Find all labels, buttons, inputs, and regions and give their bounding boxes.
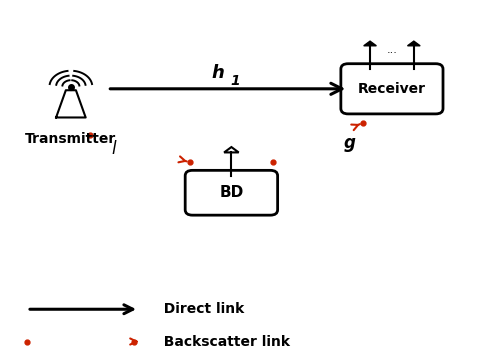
Text: Backscatter link: Backscatter link	[154, 335, 290, 348]
Polygon shape	[407, 41, 420, 46]
FancyBboxPatch shape	[185, 170, 277, 215]
Text: l: l	[111, 140, 116, 158]
Text: Transmitter: Transmitter	[25, 132, 117, 146]
Text: ···: ···	[387, 48, 398, 58]
Polygon shape	[56, 90, 86, 118]
Text: Receiver: Receiver	[358, 82, 426, 96]
Text: BD: BD	[219, 185, 244, 200]
Text: h: h	[212, 64, 224, 82]
Text: 1: 1	[230, 74, 240, 88]
FancyBboxPatch shape	[341, 64, 443, 114]
Text: Direct link: Direct link	[154, 302, 244, 316]
Polygon shape	[364, 41, 376, 46]
Text: g: g	[343, 134, 355, 151]
